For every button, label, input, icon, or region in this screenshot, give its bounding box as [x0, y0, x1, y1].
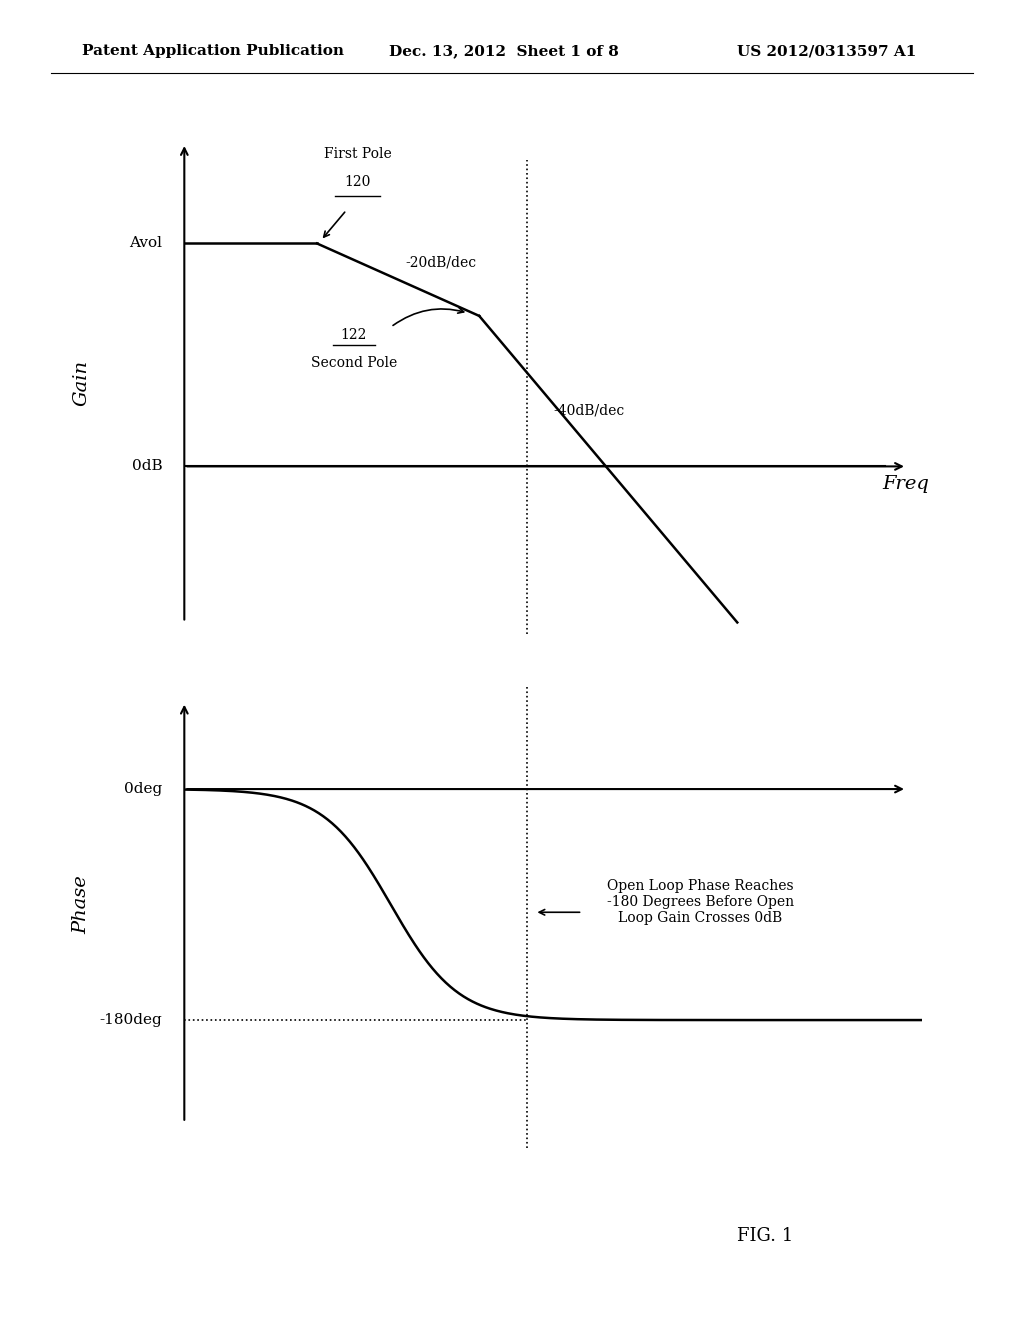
- Text: Dec. 13, 2012  Sheet 1 of 8: Dec. 13, 2012 Sheet 1 of 8: [389, 45, 618, 58]
- Text: Freq: Freq: [882, 475, 929, 492]
- Text: Gain: Gain: [72, 360, 90, 405]
- Text: 120: 120: [344, 176, 371, 189]
- Text: -20dB/dec: -20dB/dec: [406, 256, 476, 271]
- Text: Open Loop Phase Reaches
-180 Degrees Before Open
Loop Gain Crosses 0dB: Open Loop Phase Reaches -180 Degrees Bef…: [607, 879, 794, 925]
- Text: Second Pole: Second Pole: [310, 356, 397, 371]
- Text: -40dB/dec: -40dB/dec: [553, 404, 625, 417]
- Text: 0dB: 0dB: [131, 459, 162, 474]
- Text: Phase: Phase: [72, 875, 90, 935]
- Text: 0deg: 0deg: [124, 781, 162, 796]
- Text: -180deg: -180deg: [99, 1012, 162, 1027]
- Text: First Pole: First Pole: [324, 148, 391, 161]
- Text: Patent Application Publication: Patent Application Publication: [82, 45, 344, 58]
- Text: FIG. 1: FIG. 1: [737, 1226, 794, 1245]
- Text: US 2012/0313597 A1: US 2012/0313597 A1: [737, 45, 916, 58]
- Text: Avol: Avol: [129, 236, 162, 251]
- Text: 122: 122: [341, 329, 367, 342]
